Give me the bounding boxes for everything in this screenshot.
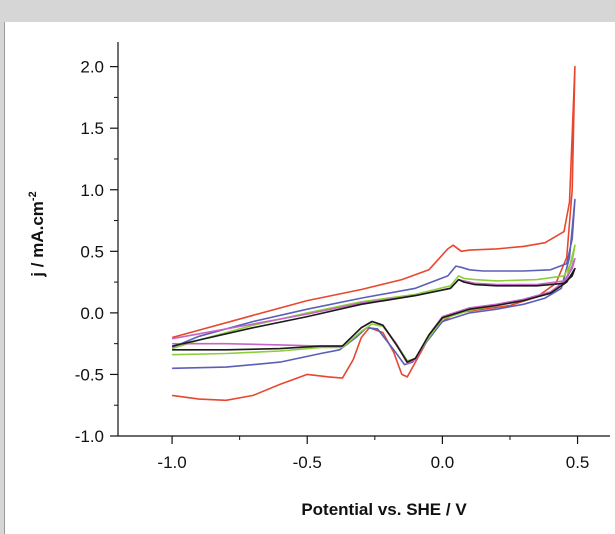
y-tick-label: 1.5 <box>80 119 104 138</box>
y-axis-title-main: j / mA.cm <box>28 201 47 278</box>
y-tick-label: -1.0 <box>75 427 104 446</box>
y-tick-label: -0.5 <box>75 365 104 384</box>
y-tick-label: 2.0 <box>80 58 104 77</box>
y-axis-title: j / mA.cm-2 <box>27 191 47 277</box>
x-tick-label: -0.5 <box>293 453 322 472</box>
y-tick-label: 0.0 <box>80 304 104 323</box>
series-line-4 <box>171 257 576 365</box>
y-tick-label: 1.0 <box>80 181 104 200</box>
tick-labels: -1.0 -0.5 0.0 0.5 1.0 1.5 2.0 -1.0 -0.5 0.0 0.5 <box>75 58 590 472</box>
chart: -1.0 -0.5 0.0 0.5 1.0 1.5 2.0 -1.0 -0.5 0.0 0.5 Po… <box>27 42 610 519</box>
chart-panel: -1.0 -0.5 0.0 0.5 1.0 1.5 2.0 -1.0 -0.5 0.0 0.5 Po… <box>4 22 615 534</box>
x-tick-label: 0.0 <box>431 453 455 472</box>
series-line-5 <box>171 267 576 363</box>
y-axis-title-superscript: -2 <box>27 191 39 201</box>
y-tick-label: 0.5 <box>80 242 104 261</box>
x-axis-title: Potential vs. SHE / V <box>301 500 467 519</box>
x-tick-label: 0.5 <box>566 453 590 472</box>
x-tick-label: -1.0 <box>157 453 186 472</box>
axes <box>117 42 610 437</box>
series-layer <box>171 65 576 402</box>
tick-marks <box>110 66 579 444</box>
